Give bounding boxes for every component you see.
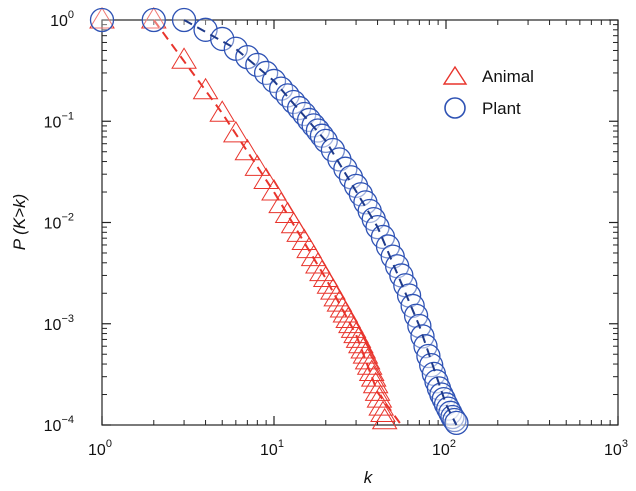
legend-animal-label: Animal	[482, 67, 534, 86]
x-tick-label: 103	[604, 438, 628, 459]
animal-point	[253, 167, 280, 189]
animal-point	[312, 265, 339, 287]
series-animal	[89, 7, 403, 430]
animal-point	[234, 138, 261, 161]
plant-fit-line	[183, 19, 458, 426]
animal-point	[305, 252, 331, 274]
plant-point	[89, 7, 115, 33]
animal-point	[350, 337, 377, 359]
animal-point	[222, 120, 249, 143]
y-tick-label: 10−2	[44, 212, 74, 233]
x-axis-label: k	[364, 468, 374, 487]
plant-point	[171, 7, 197, 33]
series-plant	[89, 7, 469, 436]
animal-point	[268, 191, 295, 214]
minor-ticks	[102, 20, 618, 425]
plant-point	[413, 334, 438, 359]
animal-point	[300, 244, 327, 267]
plant-point	[419, 353, 444, 378]
tick-labels: 100 101 102 103 10−4 10−3 10−2 10−1 100	[44, 9, 628, 459]
animal-point	[345, 326, 372, 348]
plant-point	[141, 7, 166, 33]
animal-fit-line	[152, 19, 403, 426]
plot-frame	[101, 19, 619, 426]
animal-point	[370, 400, 396, 422]
legend-plant-marker	[444, 97, 466, 119]
animal-point	[371, 407, 398, 430]
animal-point	[244, 154, 271, 176]
animal-point	[140, 7, 167, 29]
y-tick-label: 10−3	[44, 313, 74, 334]
animal-point	[320, 278, 346, 300]
animal-point	[352, 342, 379, 364]
legend: Animal Plant	[442, 65, 534, 119]
animal-point	[171, 47, 197, 69]
series-layer	[89, 7, 469, 436]
y-tick-label: 10−1	[44, 110, 74, 131]
y-tick-label: 100	[50, 9, 74, 30]
legend-plant-label: Plant	[482, 99, 521, 118]
animal-point	[209, 100, 236, 122]
x-tick-label: 102	[432, 438, 456, 459]
x-tick-label: 101	[260, 438, 284, 459]
animal-point	[192, 77, 219, 100]
animal-point	[348, 331, 374, 354]
animal-point	[340, 316, 367, 338]
animal-point	[354, 347, 381, 370]
y-axis-label: P (K>k)	[10, 194, 29, 251]
animal-point	[356, 353, 383, 375]
major-ticks	[101, 19, 619, 426]
x-tick-label: 100	[88, 438, 112, 459]
animal-point	[89, 7, 115, 29]
legend-animal-marker	[442, 65, 468, 85]
animal-point	[358, 359, 385, 382]
y-tick-label: 10−4	[44, 414, 74, 435]
animal-point	[261, 179, 287, 201]
